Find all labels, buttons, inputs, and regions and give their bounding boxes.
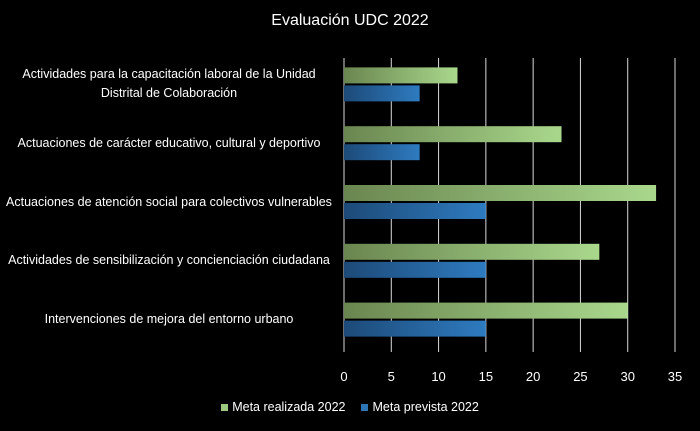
category-label-text: Intervenciones de mejora del entorno urb… — [44, 312, 294, 327]
x-tick-label: 20 — [525, 369, 541, 384]
category-label-text: Actividades de sensibilización y concien… — [8, 253, 330, 268]
x-tick-label: 0 — [340, 369, 348, 384]
x-tick-label: 25 — [573, 369, 588, 384]
category-label-text: Actuaciones de carácter educativo, cultu… — [17, 135, 321, 150]
legend-label: Meta realizada 2022 — [232, 400, 346, 414]
bar-prevista — [344, 85, 420, 102]
legend-swatch-prevista — [361, 403, 369, 411]
legend-item-prevista: Meta prevista 2022 — [361, 400, 479, 414]
bar-prevista — [344, 261, 486, 278]
bar-realizada — [344, 67, 458, 84]
bar-realizada — [344, 185, 657, 201]
x-tick-label: 5 — [387, 369, 395, 384]
x-tick-label: 15 — [478, 369, 494, 384]
category-label: Actividades de sensibilización y concien… — [0, 241, 334, 281]
category-label: Actuaciones de atención social para cole… — [0, 182, 334, 222]
legend-label: Meta prevista 2022 — [372, 400, 479, 414]
bar-realizada — [344, 243, 600, 260]
category-label-text: Actividades para la capacitación laboral… — [22, 67, 316, 101]
x-tick-label: 35 — [667, 369, 683, 384]
bar-realizada — [344, 302, 628, 319]
bar-prevista — [344, 144, 420, 161]
x-tick-label: 10 — [431, 369, 446, 384]
legend-item-realizada: Meta realizada 2022 — [221, 400, 345, 414]
bar-prevista — [344, 320, 486, 337]
x-tick-label: 30 — [620, 369, 635, 384]
category-label: Actividades para la capacitación laboral… — [0, 64, 334, 104]
category-label-text: Actuaciones de atención social para cole… — [6, 194, 332, 209]
category-label: Actuaciones de carácter educativo, cultu… — [0, 123, 334, 163]
legend: Meta realizada 2022 Meta prevista 2022 — [0, 400, 700, 414]
bar-prevista — [344, 203, 486, 219]
bar-realizada — [344, 126, 562, 143]
category-label: Intervenciones de mejora del entorno urb… — [0, 300, 334, 340]
legend-swatch-realizada — [221, 403, 229, 411]
chart-title: Evaluación UDC 2022 — [271, 12, 429, 29]
